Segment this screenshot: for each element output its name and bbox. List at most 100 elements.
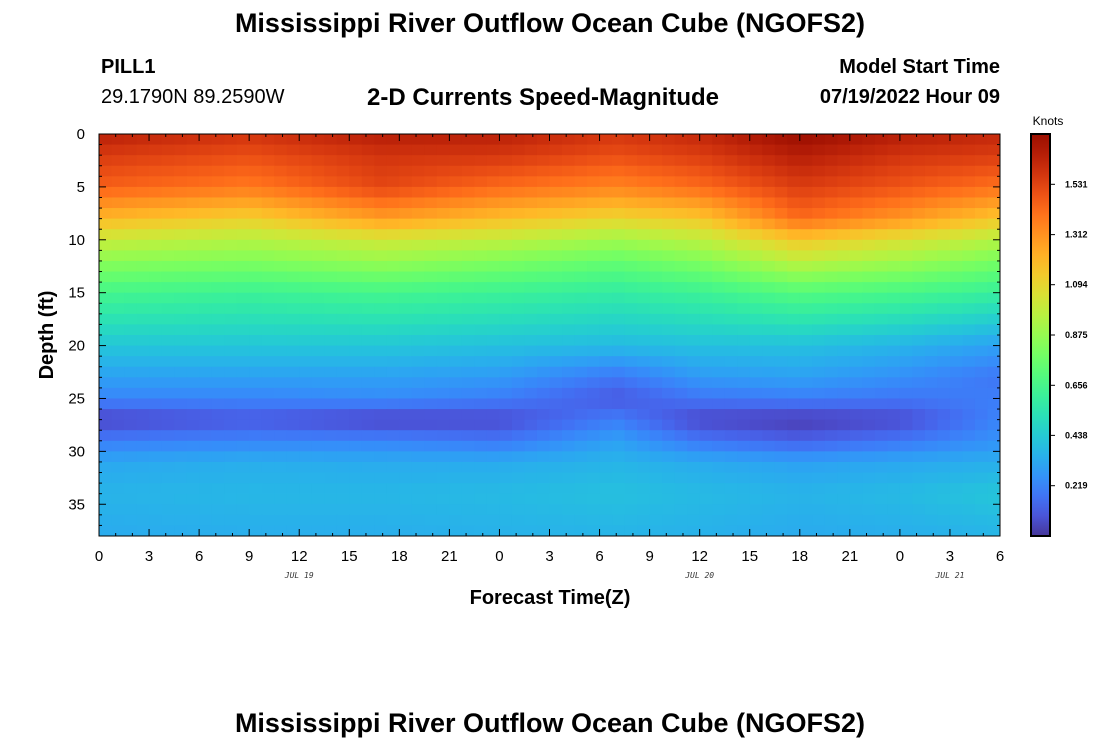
heatmap-cell xyxy=(649,440,663,452)
heatmap-cell xyxy=(724,197,738,209)
heatmap-cell xyxy=(361,451,375,463)
heatmap-cell xyxy=(799,313,813,326)
heatmap-cell xyxy=(749,345,763,357)
heatmap-cell xyxy=(812,186,826,199)
heatmap-cell xyxy=(962,197,976,209)
heatmap-cell xyxy=(962,409,976,421)
heatmap-cell xyxy=(624,229,638,241)
heatmap-cell xyxy=(249,176,263,188)
heatmap-cell xyxy=(161,345,175,357)
heatmap-cell xyxy=(511,440,526,452)
heatmap-cell xyxy=(612,451,626,463)
heatmap-cell xyxy=(799,176,813,188)
heatmap-cell xyxy=(511,366,526,378)
model-start-label: Model Start Time xyxy=(839,56,1000,78)
heatmap-cell xyxy=(511,282,526,294)
heatmap-cell xyxy=(499,398,513,410)
heatmap-cell xyxy=(261,218,275,230)
heatmap-cell xyxy=(799,335,813,347)
heatmap-cell xyxy=(599,250,613,262)
heatmap-cell xyxy=(887,377,901,389)
heatmap-cell xyxy=(361,387,375,400)
heatmap-cell xyxy=(574,504,588,516)
heatmap-cell xyxy=(687,451,701,463)
heatmap-cell xyxy=(111,303,125,315)
heatmap-cell xyxy=(324,144,338,156)
heatmap-cell xyxy=(637,260,651,273)
x-tick-label: 21 xyxy=(441,548,458,565)
heatmap-cell xyxy=(612,419,626,431)
heatmap-cell xyxy=(211,186,225,199)
heatmap-cell xyxy=(336,197,350,209)
heatmap-cell xyxy=(799,398,813,410)
heatmap-cell xyxy=(386,303,400,315)
heatmap-cell xyxy=(574,239,588,251)
heatmap-cell xyxy=(812,366,826,378)
heatmap-cell xyxy=(662,440,676,452)
heatmap-cell xyxy=(461,165,476,177)
heatmap-cell xyxy=(124,451,138,463)
heatmap-cell xyxy=(887,483,901,495)
heatmap-cell xyxy=(637,144,651,156)
heatmap-cell xyxy=(949,324,964,336)
heatmap-cell xyxy=(649,493,663,505)
heatmap-cell xyxy=(937,186,951,199)
heatmap-cell xyxy=(587,218,601,230)
heatmap-cell xyxy=(124,366,138,378)
heatmap-cell xyxy=(612,218,626,230)
heatmap-cell xyxy=(762,186,776,199)
heatmap-cell xyxy=(787,366,801,378)
heatmap-cell xyxy=(612,356,626,368)
heatmap-cell xyxy=(912,303,926,315)
heatmap-cell xyxy=(787,218,801,230)
heatmap-cell xyxy=(236,493,250,505)
heatmap-cell xyxy=(649,409,663,421)
heatmap-cell xyxy=(899,335,913,347)
heatmap-cell xyxy=(474,430,488,442)
heatmap-cell xyxy=(912,134,926,146)
heatmap-cell xyxy=(637,292,651,304)
heatmap-cell xyxy=(461,451,476,463)
heatmap-cell xyxy=(311,345,325,357)
heatmap-cell xyxy=(924,409,939,421)
heatmap-cell xyxy=(662,514,676,527)
heatmap-cell xyxy=(962,335,976,347)
heatmap-cell xyxy=(399,387,413,400)
heatmap-cell xyxy=(662,345,676,357)
heatmap-cell xyxy=(274,335,288,347)
heatmap-cell xyxy=(662,525,676,536)
heatmap-cell xyxy=(186,303,200,315)
heatmap-cell xyxy=(912,345,926,357)
heatmap-cell xyxy=(737,155,751,167)
heatmap-cell xyxy=(149,377,163,389)
heatmap-cell xyxy=(987,387,1000,400)
heatmap-cell xyxy=(361,493,375,505)
heatmap-cell xyxy=(386,387,400,400)
heatmap-cell xyxy=(737,335,751,347)
heatmap-cell xyxy=(399,197,413,209)
heatmap-cell xyxy=(599,493,613,505)
heatmap-cell xyxy=(286,387,300,400)
colorbar-tick-label: 1.094 xyxy=(1065,280,1088,290)
heatmap-cell xyxy=(424,525,438,536)
heatmap-cell xyxy=(674,514,688,527)
heatmap-cell xyxy=(211,356,225,368)
heatmap-cell xyxy=(286,440,300,452)
heatmap-cell xyxy=(837,292,851,304)
heatmap-cell xyxy=(111,472,125,484)
heatmap-cell xyxy=(562,345,576,357)
heatmap-cell xyxy=(549,324,563,336)
heatmap-cell xyxy=(99,197,113,209)
heatmap-cell xyxy=(974,250,989,262)
heatmap-cell xyxy=(974,514,989,527)
heatmap-cell xyxy=(799,451,813,463)
heatmap-cell xyxy=(949,493,964,505)
heatmap-cell xyxy=(587,335,601,347)
heatmap-cell xyxy=(299,461,313,474)
heatmap-cell xyxy=(899,461,913,474)
heatmap-cell xyxy=(324,186,338,199)
heatmap-cell xyxy=(849,239,863,251)
heatmap-cell xyxy=(862,176,876,188)
heatmap-cell xyxy=(612,239,626,251)
heatmap-cell xyxy=(637,504,651,516)
